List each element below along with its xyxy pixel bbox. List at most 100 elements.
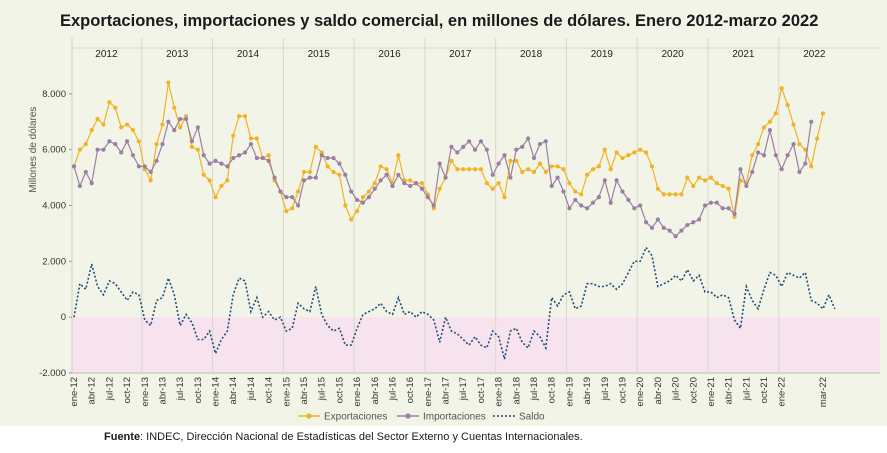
importaciones-point [189, 139, 195, 144]
importaciones-point [531, 155, 537, 161]
exportaciones-point [490, 186, 495, 191]
importaciones-point [107, 139, 112, 144]
importaciones-point [691, 220, 696, 225]
x-tick-label: ene-12 [69, 377, 80, 407]
x-tick-label: oct-16 [405, 377, 416, 403]
exportaciones-point [661, 192, 666, 197]
importaciones-point [237, 153, 242, 158]
importaciones-point [413, 181, 419, 186]
x-tick-label: oct-21 [759, 377, 770, 403]
importaciones-point [77, 183, 82, 189]
importaciones-point [602, 178, 607, 183]
importaciones-point [508, 175, 513, 180]
exportaciones-point [584, 172, 590, 177]
x-tick-label: oct-20 [688, 377, 699, 403]
importaciones-point [284, 195, 289, 200]
year-label: 2013 [166, 49, 189, 60]
exportaciones-point [655, 186, 660, 191]
exportaciones-point [266, 153, 271, 158]
importaciones-point [148, 169, 153, 175]
exportaciones-point [154, 141, 159, 147]
importaciones-point [526, 136, 531, 141]
importaciones-point [490, 172, 495, 177]
x-tick-label: oct-18 [547, 377, 558, 403]
x-tick-label: oct-13 [193, 377, 204, 403]
exportaciones-point [349, 217, 354, 222]
legend-importaciones-label: Importaciones [423, 412, 486, 423]
x-tick-label: jul-12 [104, 377, 115, 401]
importaciones-point [708, 200, 714, 205]
x-tick-label: ene-14 [211, 377, 222, 407]
x-tick-label: oct-14 [264, 377, 275, 403]
legend-saldo-label: Saldo [519, 412, 545, 423]
exportaciones-point [502, 195, 507, 200]
exportaciones-point [119, 125, 124, 130]
importaciones-point [756, 150, 761, 155]
importaciones-point [213, 158, 218, 163]
exportaciones-point [77, 147, 82, 152]
importaciones-point [296, 203, 301, 208]
source-label: Fuente [104, 431, 141, 443]
saldo-line [73, 245, 836, 360]
exportaciones-point [107, 100, 112, 105]
exportaciones-point [307, 169, 313, 175]
importaciones-point [461, 144, 466, 149]
x-tick-label: ene-18 [494, 377, 505, 407]
exportaciones-point [508, 158, 513, 163]
exportaciones-point [213, 195, 218, 200]
exportaciones-point [325, 164, 330, 169]
source-note: Fuente: INDEC, Dirección Nacional de Est… [104, 431, 583, 443]
exportaciones-point [602, 147, 607, 152]
x-tick-label: jul-19 [600, 377, 611, 401]
exportaciones-point [803, 147, 808, 152]
exportaciones-point [815, 136, 820, 141]
chart-title: Exportaciones, importaciones y saldo com… [60, 12, 819, 30]
exportaciones-point [620, 155, 625, 161]
exportaciones-point [343, 203, 348, 208]
x-tick-label: oct-15 [334, 377, 345, 403]
x-tick-label: jul-18 [529, 377, 540, 401]
x-tick-label: abr-20 [653, 377, 664, 404]
exportaciones-point [354, 208, 360, 214]
x-tick-label: ene-15 [281, 377, 292, 407]
year-label: 2020 [661, 49, 684, 60]
x-tick-label: abr-12 [87, 377, 98, 404]
importaciones-point [732, 211, 737, 216]
importaciones-point [626, 197, 631, 203]
importaciones-point [266, 158, 271, 163]
exportaciones-point [83, 141, 88, 147]
importaciones-point [738, 167, 743, 172]
x-tick-label: abr-18 [511, 377, 522, 404]
importaciones-point [638, 203, 643, 208]
importaciones-point [113, 141, 118, 147]
exportaciones-point [384, 167, 389, 172]
x-tick-label: oct-17 [476, 377, 487, 403]
exportaciones-point [579, 192, 584, 197]
importaciones-point [89, 181, 94, 186]
x-tick-label: ene-13 [140, 377, 151, 407]
exportaciones-point [649, 164, 655, 169]
exportaciones-point [561, 167, 566, 172]
y-tick-label: 0 [61, 312, 66, 323]
exportaciones-point [702, 178, 708, 183]
exportaciones-point [437, 186, 442, 191]
exportaciones-point [231, 133, 236, 138]
importaciones-point [172, 128, 177, 133]
importaciones-point [478, 139, 484, 144]
x-tick-label: abr-17 [441, 377, 452, 404]
exportaciones-point [549, 164, 554, 169]
importaciones-point [543, 139, 548, 144]
y-tick-label: 6.000 [42, 145, 66, 156]
exportaciones-point [101, 122, 106, 127]
importaciones-point [773, 153, 778, 158]
importaciones-point [384, 172, 389, 177]
importaciones-point [579, 203, 584, 208]
exportaciones-point [773, 111, 778, 116]
year-label: 2022 [803, 49, 826, 60]
year-label: 2019 [591, 49, 614, 60]
exportaciones-point [148, 178, 153, 183]
exportaciones-point [697, 175, 702, 180]
exportaciones-point [408, 178, 413, 183]
negative-band [72, 317, 880, 373]
